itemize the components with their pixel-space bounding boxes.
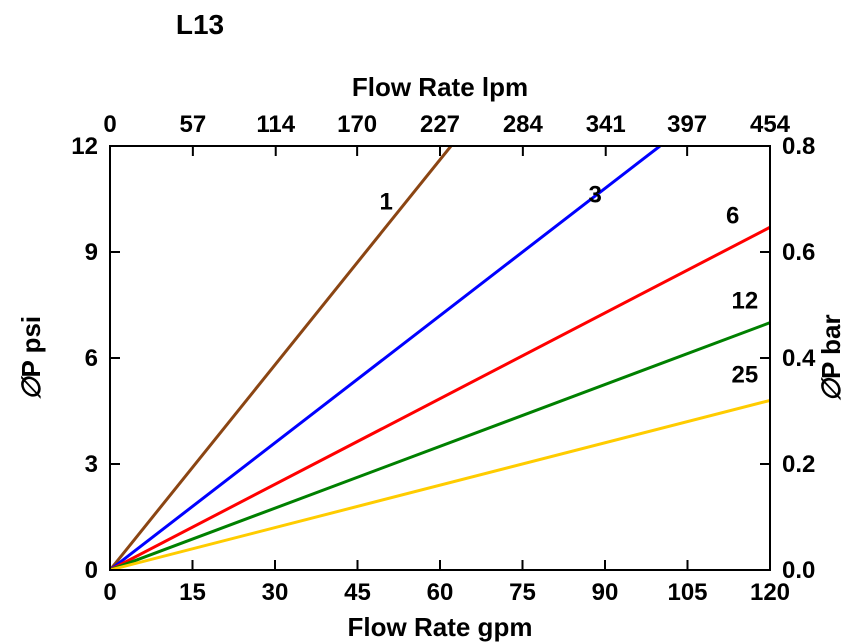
xb-tick-label: 45	[344, 579, 371, 606]
series-label-12: 12	[732, 288, 759, 315]
yr-tick-label: 0.0	[782, 557, 815, 584]
xb-tick-label: 30	[262, 579, 289, 606]
pressure-flow-chart: 0153045607590105120Flow Rate gpm05711417…	[0, 0, 854, 642]
series-label-25: 25	[732, 362, 759, 389]
xb-tick-label: 90	[592, 579, 619, 606]
xt-tick-label: 170	[337, 111, 377, 138]
xb-tick-label: 15	[179, 579, 206, 606]
xb-tick-label: 105	[667, 579, 707, 606]
x-top-title: Flow Rate lpm	[352, 72, 528, 102]
xt-tick-label: 341	[586, 111, 626, 138]
xb-tick-label: 0	[103, 579, 116, 606]
chart-title: L13	[176, 9, 224, 40]
chart-svg: 0153045607590105120Flow Rate gpm05711417…	[0, 0, 854, 642]
xt-tick-label: 284	[503, 111, 544, 138]
y-right-title: ∅P bar	[816, 314, 846, 401]
xb-tick-label: 60	[427, 579, 454, 606]
x-bottom-title: Flow Rate gpm	[348, 612, 533, 642]
yr-tick-label: 0.6	[782, 239, 815, 266]
yl-tick-label: 6	[85, 345, 98, 372]
yl-tick-label: 9	[85, 239, 98, 266]
yl-tick-label: 3	[85, 451, 98, 478]
series-label-1: 1	[380, 189, 393, 216]
xb-tick-label: 75	[509, 579, 536, 606]
yr-tick-label: 0.8	[782, 133, 815, 160]
xt-tick-label: 397	[667, 111, 707, 138]
xt-tick-label: 114	[256, 111, 295, 138]
series-label-3: 3	[589, 182, 602, 209]
yr-tick-label: 0.2	[782, 451, 815, 478]
xt-tick-label: 57	[180, 111, 207, 138]
series-label-6: 6	[726, 203, 739, 230]
yr-tick-label: 0.4	[782, 345, 816, 372]
yl-tick-label: 0	[85, 557, 98, 584]
xt-tick-label: 227	[420, 111, 460, 138]
y-left-title: ∅P psi	[16, 316, 46, 400]
yl-tick-label: 12	[71, 133, 98, 160]
xt-tick-label: 0	[103, 111, 116, 138]
